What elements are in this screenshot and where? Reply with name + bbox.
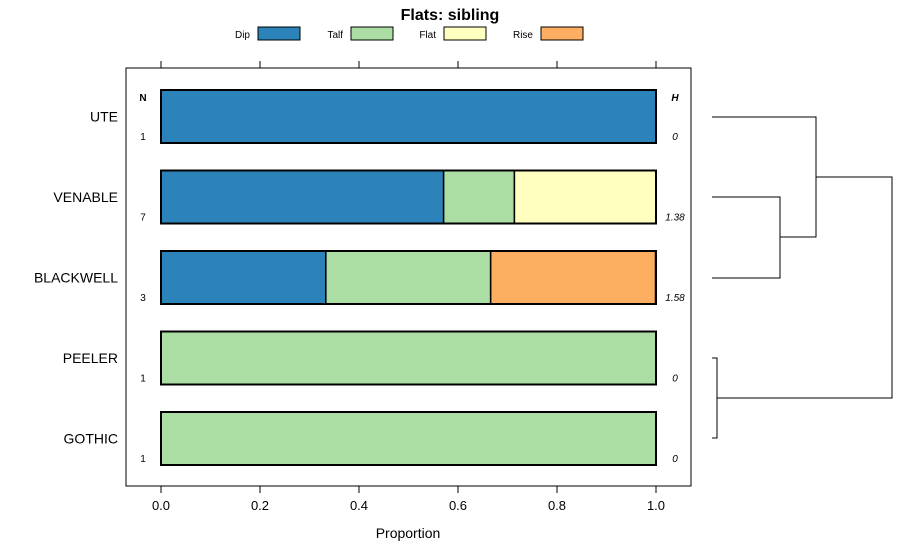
x-axis: 0.0 0.2 0.4 0.6 0.8 1.0 <box>152 486 665 513</box>
n-value: 1 <box>140 454 146 465</box>
x-tick-label: 1.0 <box>647 498 665 513</box>
bar-row <box>160 250 657 305</box>
bar-segment <box>160 411 657 466</box>
dendrogram-branch <box>712 357 718 439</box>
bar-row <box>160 89 657 144</box>
dendrogram-branch <box>712 196 781 279</box>
bar-segment <box>160 89 657 144</box>
category-label: UTE <box>90 109 118 125</box>
x-tick-label: 0.4 <box>350 498 368 513</box>
bar-outline <box>160 330 657 386</box>
x-tick-label: 0.6 <box>449 498 467 513</box>
category-label: GOTHIC <box>64 431 118 447</box>
legend-swatch <box>257 26 301 41</box>
bar-segment <box>513 169 657 225</box>
bar-row <box>160 169 657 225</box>
bar-segment <box>325 250 492 305</box>
legend-swatch <box>350 26 394 41</box>
bar-groups <box>160 89 657 466</box>
legend-label: Dip <box>235 30 250 41</box>
h-column-header: H <box>671 93 679 104</box>
bar-segment <box>160 330 657 386</box>
bar-segment <box>442 169 516 225</box>
h-value: 0 <box>672 374 678 385</box>
dendrogram-branch <box>717 176 893 399</box>
category-label: VENABLE <box>53 189 118 205</box>
x-tick-label: 0.2 <box>251 498 269 513</box>
h-value: 0 <box>672 132 678 143</box>
bar-outline <box>160 411 657 466</box>
legend-swatch <box>540 26 584 41</box>
n-value: 1 <box>140 132 146 143</box>
h-value: 1.38 <box>665 213 685 224</box>
bar-row <box>160 411 657 466</box>
dendrogram-branch <box>712 116 817 238</box>
legend: Dip Talf Flat Rise <box>235 26 584 41</box>
x-tick-label: 0.0 <box>152 498 170 513</box>
category-labels: UTE VENABLE BLACKWELL PEELER GOTHIC <box>34 109 118 447</box>
bar-segment <box>160 169 445 225</box>
h-value: 1.58 <box>665 293 685 304</box>
h-column: 0 1.38 1.58 0 0 <box>665 132 685 465</box>
bar-outline <box>160 250 657 305</box>
chart-title: Flats: sibling <box>401 7 500 24</box>
n-value: 3 <box>140 293 146 304</box>
n-column-header: N <box>139 93 146 104</box>
legend-swatch <box>443 26 487 41</box>
h-value: 0 <box>672 454 678 465</box>
x-tick-label: 0.8 <box>548 498 566 513</box>
plot-frame <box>125 67 692 487</box>
bar-outline <box>160 89 657 144</box>
n-value: 7 <box>140 213 146 224</box>
legend-label: Talf <box>327 30 343 41</box>
n-column: 1 7 3 1 1 <box>140 132 146 465</box>
legend-label: Rise <box>513 30 533 41</box>
bar-segment <box>160 250 327 305</box>
n-value: 1 <box>140 374 146 385</box>
bar-outline <box>160 169 657 225</box>
dendrogram <box>712 116 893 439</box>
category-label: BLACKWELL <box>34 270 118 286</box>
bar-segment <box>489 250 657 305</box>
bar-row <box>160 330 657 386</box>
x-axis-title: Proportion <box>376 525 441 541</box>
legend-label: Flat <box>419 30 436 41</box>
top-axis-ticks <box>160 61 657 68</box>
category-label: PEELER <box>63 350 118 366</box>
